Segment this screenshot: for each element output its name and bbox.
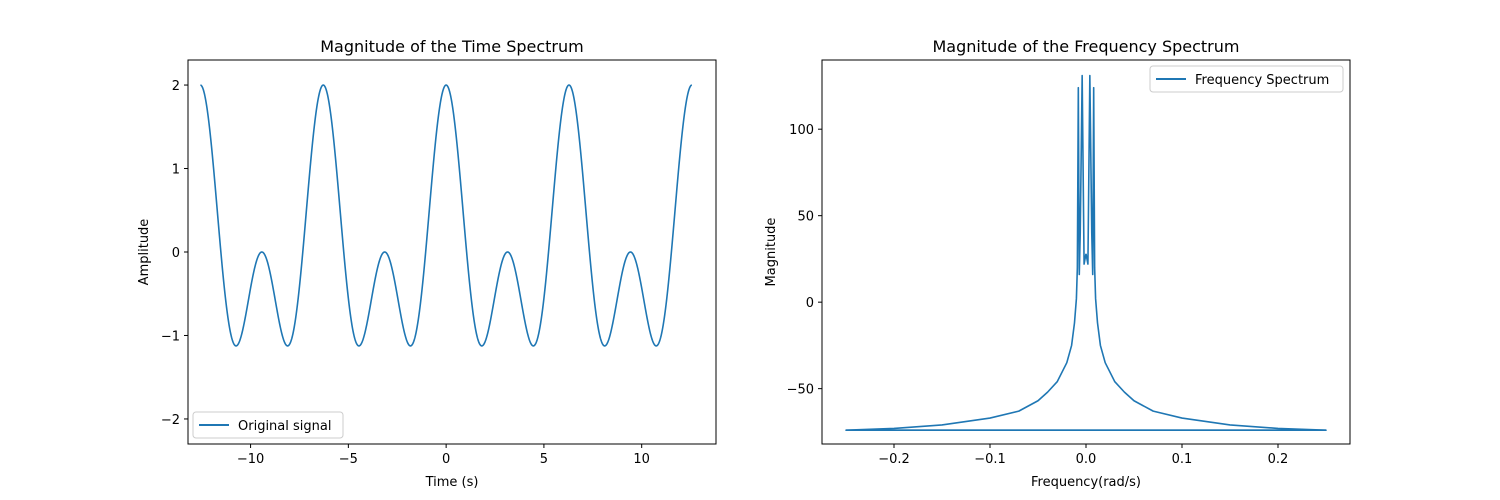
y-tick-label: 50 <box>797 210 814 225</box>
x-tick-label: −0.2 <box>878 452 910 467</box>
x-tick-label: 5 <box>540 452 548 467</box>
x-tick-label: 0.0 <box>1076 452 1097 467</box>
plot-area: −0.2 −0.1 0.0 0.1 0.2 −50 0 50 100 <box>787 74 1327 467</box>
x-tick-label: −5 <box>339 452 358 467</box>
y-axis-label: Magnitude <box>764 218 779 287</box>
legend: Original signal <box>192 411 344 439</box>
time-spectrum-chart: Magnitude of the Time Spectrum −10 −5 0 5 10… <box>137 37 717 490</box>
x-tick-label: 0 <box>442 452 450 467</box>
axes-frame <box>821 59 1351 445</box>
x-tick-label: 10 <box>633 452 650 467</box>
x-axis-label: Time (s) <box>425 475 479 490</box>
y-axis-label: Amplitude <box>137 219 152 286</box>
x-axis-label: Frequency(rad/s) <box>1031 475 1141 490</box>
chart-title: Magnitude of the Time Spectrum <box>320 37 583 56</box>
legend: Frequency Spectrum <box>1149 65 1344 93</box>
y-tick-label: 2 <box>172 79 180 94</box>
y-tick-label: 0 <box>172 246 180 261</box>
legend-label: Original signal <box>238 419 331 434</box>
x-tick-label: 0.1 <box>1172 452 1193 467</box>
chart-title: Magnitude of the Frequency Spectrum <box>933 37 1240 56</box>
x-tick-label: −10 <box>237 452 264 467</box>
y-tick-label: 1 <box>172 163 180 178</box>
y-tick-label: −50 <box>787 383 814 398</box>
x-tick-label: −0.1 <box>974 452 1006 467</box>
legend-box <box>192 411 344 439</box>
y-tick-label: 0 <box>806 296 814 311</box>
frequency-spectrum-chart: Magnitude of the Frequency Spectrum −0.2… <box>764 37 1351 490</box>
y-tick-label: 100 <box>789 123 814 138</box>
y-tick-label: −1 <box>161 329 180 344</box>
x-tick-label: 0.2 <box>1268 452 1289 467</box>
legend-box <box>1149 65 1344 93</box>
y-tick-label: −2 <box>161 413 180 428</box>
series-line-0 <box>200 84 693 347</box>
legend-label: Frequency Spectrum <box>1195 73 1329 88</box>
axes-frame <box>187 59 717 445</box>
